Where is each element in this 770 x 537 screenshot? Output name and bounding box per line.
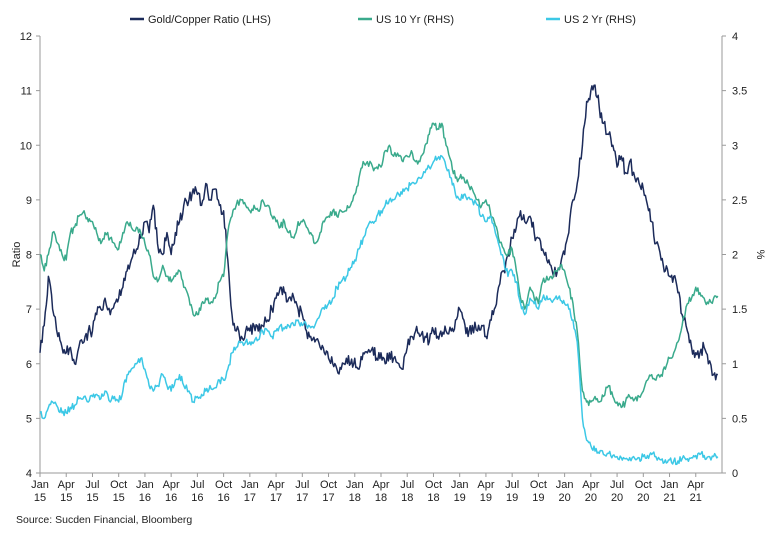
x-tick-label-month: Jan [451,479,469,491]
x-tick-label-year: 15 [34,492,46,504]
x-tick-label-month: Jul [85,479,99,491]
x-tick-label-year: 21 [663,492,675,504]
series-line [39,84,719,381]
x-tick-label-month: Jul [400,479,414,491]
x-tick-label-month: Jan [556,479,574,491]
x-tick-label-year: 21 [690,492,702,504]
x-tick-label-year: 18 [349,492,361,504]
x-tick-label-month: Jul [190,479,204,491]
y-right-tick-label: 1 [732,359,738,371]
x-tick-label-year: 20 [558,492,570,504]
x-tick-label-year: 15 [86,492,98,504]
legend-label: US 2 Yr (RHS) [564,14,636,26]
x-tick-label-month: Jan [136,479,154,491]
y-right-tick-label: 2 [732,250,738,262]
x-tick-label-year: 16 [191,492,203,504]
y-right-tick-label: 4 [732,31,738,43]
x-tick-label-month: Oct [425,479,442,491]
x-tick-label-month: Jan [241,479,259,491]
x-tick-label-year: 19 [480,492,492,504]
y-left-tick-label: 12 [20,31,32,43]
y-axis-left-title: Ratio [11,242,23,268]
x-tick-label-month: Apr [268,479,285,491]
x-tick-label-year: 19 [506,492,518,504]
source-note: Source: Sucden Financial, Bloomberg [16,514,193,526]
y-right-tick-label: 0.5 [732,413,747,425]
y-left-tick-label: 11 [21,86,32,98]
x-tick-label-month: Oct [635,479,652,491]
y-right-tick-label: 3.5 [732,86,747,98]
series-line [39,154,719,466]
x-tick-label-month: Oct [110,479,127,491]
y-left-tick-label: 5 [26,413,32,425]
x-tick-label-month: Oct [215,479,232,491]
x-tick-label-month: Apr [372,479,389,491]
x-tick-label-month: Jul [610,479,624,491]
x-tick-label-year: 15 [60,492,72,504]
x-tick-label-year: 18 [401,492,413,504]
x-tick-label-month: Apr [582,479,599,491]
x-tick-label-month: Apr [477,479,494,491]
x-tick-label-month: Jul [295,479,309,491]
x-tick-label-month: Apr [687,479,704,491]
legend-label: US 10 Yr (RHS) [376,14,454,26]
x-tick-label-year: 20 [611,492,623,504]
y-right-tick-label: 1.5 [732,304,747,316]
x-tick-label-month: Oct [530,479,547,491]
x-tick-label-month: Jan [31,479,49,491]
y-left-tick-label: 6 [26,359,32,371]
y-left-tick-label: 9 [26,195,32,207]
x-tick-label-year: 17 [322,492,334,504]
y-right-tick-label: 3 [732,140,738,152]
x-tick-label-year: 16 [139,492,151,504]
legend-label: Gold/Copper Ratio (LHS) [148,14,271,26]
x-tick-label-month: Jul [505,479,519,491]
x-tick-label-month: Jan [661,479,679,491]
series-layer [39,84,719,466]
x-tick-label-year: 20 [585,492,597,504]
x-tick-label-year: 19 [532,492,544,504]
x-tick-label-year: 17 [244,492,256,504]
chart-svg: Gold/Copper Ratio (LHS) US 10 Yr (RHS) US … [11,14,766,504]
x-tick-label-year: 15 [113,492,125,504]
y-left-tick-label: 7 [26,304,32,316]
x-tick-label-month: Apr [163,479,180,491]
x-tick-label-year: 17 [270,492,282,504]
series-line [39,122,719,409]
x-tick-label-year: 18 [427,492,439,504]
x-tick-label-year: 16 [217,492,229,504]
y-left-tick-label: 4 [26,468,32,480]
y-axis-right-title: % [754,250,766,260]
x-tick-label-year: 20 [637,492,649,504]
x-tick-label-year: 17 [296,492,308,504]
x-tick-label-month: Oct [320,479,337,491]
x-tick-label-year: 18 [375,492,387,504]
x-tick-label-month: Jan [346,479,364,491]
legend: Gold/Copper Ratio (LHS) US 10 Yr (RHS) US … [130,14,636,26]
y-left-tick-label: 10 [20,140,32,152]
x-tick-label-year: 19 [454,492,466,504]
x-tick-label-month: Apr [58,479,75,491]
x-tick-label-year: 16 [165,492,177,504]
y-left-tick-label: 8 [26,250,32,262]
y-right-tick-label: 0 [732,468,738,480]
y-right-tick-label: 2.5 [732,195,747,207]
